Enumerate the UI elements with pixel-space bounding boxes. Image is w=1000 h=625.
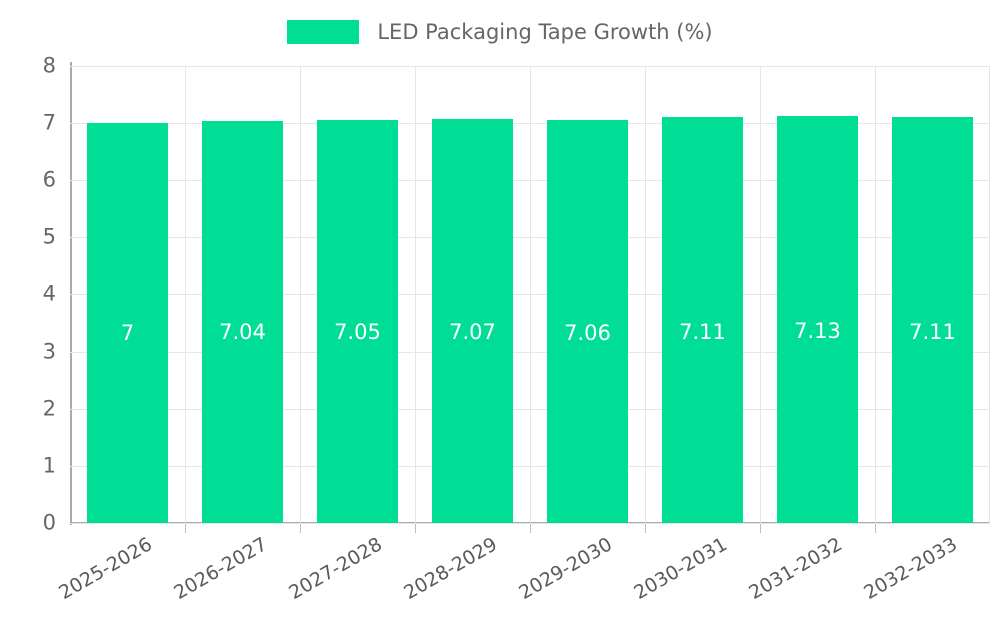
x-axis-tick-2025-2026: 2025-2026: [55, 533, 156, 605]
bar-2030-2031[interactable]: 7.11: [662, 116, 743, 523]
bar-chart: LED Packaging Tape Growth (%) 0 1 2 3 4 …: [0, 0, 1000, 605]
chart-legend: LED Packaging Tape Growth (%): [0, 14, 1000, 50]
bar-2025-2026[interactable]: 7: [87, 123, 168, 523]
gridline-x-2: [300, 66, 301, 523]
y-axis-tick-0: 0: [42, 510, 56, 535]
vertical-gridlines: [70, 66, 990, 523]
x-axis-tick-2029-2030: 2029-2030: [515, 533, 616, 605]
y-axis-tick-3: 3: [42, 339, 56, 364]
x-axis-tick-2030-2031: 2030-2031: [630, 533, 731, 605]
y-axis-tick-4: 4: [42, 281, 56, 306]
gridline-x-1: [185, 66, 186, 523]
gridline-x-7: [875, 66, 876, 523]
x-tick-mark-6: [760, 524, 761, 533]
y-axis-tick-7: 7: [42, 110, 56, 135]
x-tick-mark-1: [185, 524, 186, 533]
y-axis-tick-8: 8: [42, 53, 56, 78]
x-axis-tick-2032-2033: 2032-2033: [860, 533, 961, 605]
gridline-x-3: [415, 66, 416, 523]
plot-area: 7 7.04 7.05 7.07 7.06 7.11 7.13 7.11: [70, 66, 990, 524]
gridline-x-4: [530, 66, 531, 523]
x-axis-tick-2028-2029: 2028-2029: [400, 533, 501, 605]
x-tick-mark-2: [300, 524, 301, 533]
y-axis-line: [70, 62, 72, 525]
x-axis-tick-2027-2028: 2027-2028: [285, 533, 386, 605]
y-axis-tick-5: 5: [42, 224, 56, 249]
legend-item-led-packaging-tape-growth[interactable]: LED Packaging Tape Growth (%): [287, 19, 713, 44]
bar-2028-2029[interactable]: 7.07: [432, 119, 513, 523]
x-axis-tick-labels: 2025-2026 2026-2027 2027-2028 2028-2029 …: [55, 533, 961, 604]
bars-layer: 7 7.04 7.05 7.07 7.06 7.11 7.13 7.11: [70, 66, 990, 523]
gridline-x-8: [989, 66, 990, 523]
x-tick-mark-4: [530, 524, 531, 533]
legend-label: LED Packaging Tape Growth (%): [377, 19, 713, 44]
gridline-y-0: [70, 523, 990, 524]
bar-2031-2032[interactable]: 7.13: [777, 115, 858, 523]
x-tick-mark-7: [875, 524, 876, 533]
bar-2032-2033[interactable]: 7.11: [892, 116, 973, 523]
y-axis-tick-6: 6: [42, 167, 56, 192]
y-axis-tick-labels: 0 1 2 3 4 5 6 7 8: [0, 0, 70, 600]
legend-color-swatch-icon: [287, 20, 360, 44]
x-tick-mark-3: [415, 524, 416, 533]
x-tick-mark-5: [645, 524, 646, 533]
x-axis-tick-2026-2027: 2026-2027: [170, 533, 271, 605]
gridline-x-6: [760, 66, 761, 523]
y-axis-tick-2: 2: [42, 396, 56, 421]
x-axis-tick-2031-2032: 2031-2032: [745, 533, 846, 605]
y-axis-tick-1: 1: [42, 453, 56, 478]
bar-2029-2030[interactable]: 7.06: [547, 119, 628, 523]
gridline-x-5: [645, 66, 646, 523]
bar-2026-2027[interactable]: 7.04: [202, 120, 283, 523]
